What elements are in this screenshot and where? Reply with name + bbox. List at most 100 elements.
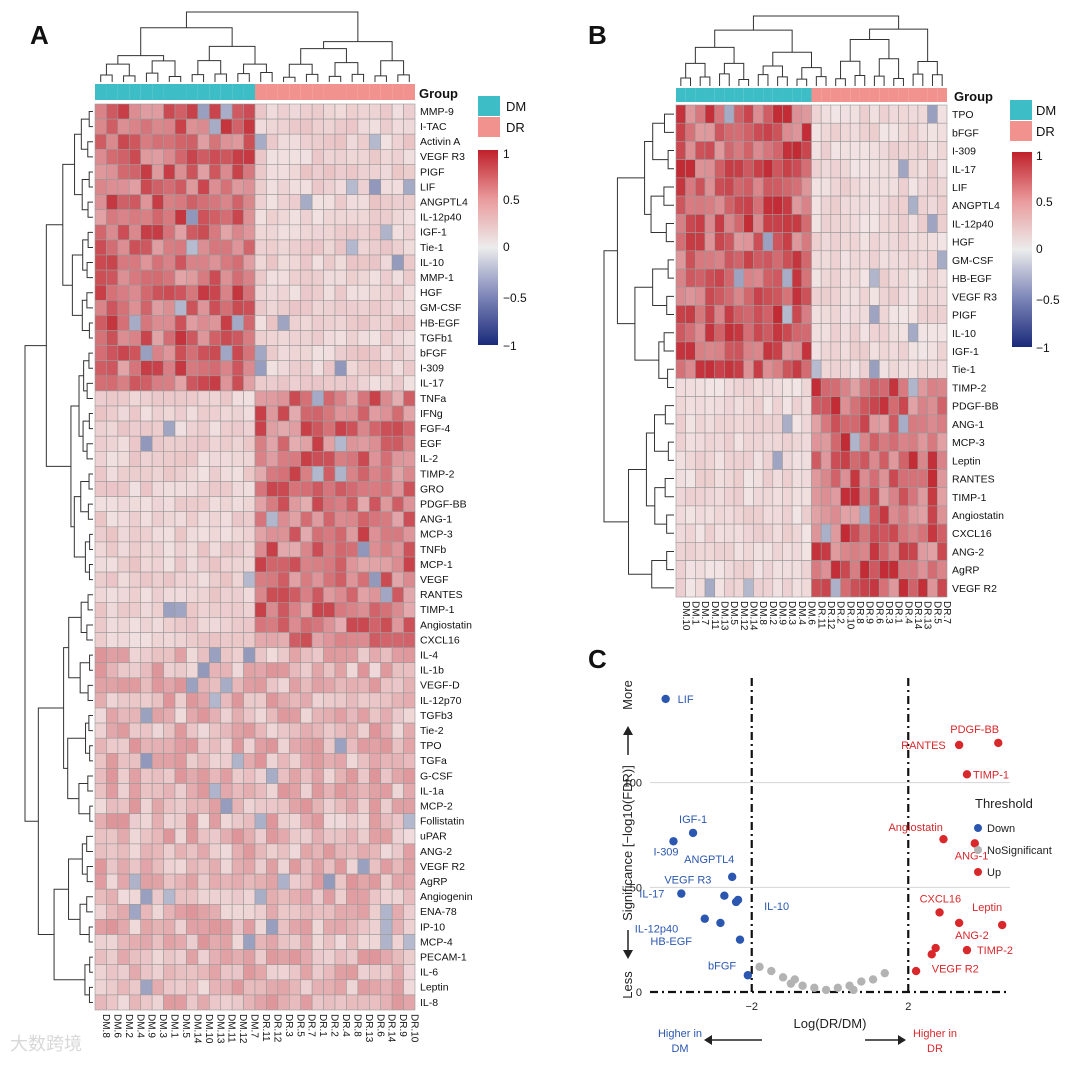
heatmap-cell [724, 177, 735, 197]
heatmap-cell [277, 677, 290, 694]
heatmap-cell [762, 560, 774, 580]
volcano-point [954, 918, 964, 928]
heatmap-cell [151, 541, 164, 558]
dendrogram-branch [70, 405, 80, 528]
heatmap-cell [346, 919, 359, 935]
heatmap-cell [311, 390, 324, 407]
heatmap-cell [820, 286, 832, 306]
heatmap-cell [391, 677, 404, 694]
heatmap-cell [186, 269, 199, 286]
heatmap-cell [346, 194, 359, 211]
heatmap-cell [197, 435, 210, 452]
heatmap-cell [94, 330, 107, 346]
heatmap-cell [704, 286, 716, 306]
heatmap-cell [346, 164, 359, 180]
heatmap-cell [140, 179, 153, 195]
row-label: Follistatin [420, 816, 465, 828]
heatmap-cell [368, 254, 382, 271]
heatmap-cell [888, 323, 899, 343]
heatmap-cell [254, 783, 267, 799]
heatmap-cell [163, 118, 176, 135]
row-label: IGF-1 [420, 227, 447, 239]
heatmap-cell [174, 224, 187, 241]
heatmap-cell [927, 141, 938, 160]
heatmap-cell [186, 571, 199, 588]
heatmap-cell [197, 994, 210, 1011]
heatmap-cell [151, 179, 164, 195]
heatmap-cell [898, 432, 909, 452]
heatmap-cell [878, 359, 890, 379]
heatmap-cell [888, 122, 899, 142]
group-bar-cell [312, 84, 324, 100]
dendrogram-branch [88, 564, 93, 581]
heatmap-cell [231, 798, 244, 814]
heatmap-cell [300, 888, 313, 905]
heatmap-cell [266, 934, 279, 950]
heatmap-cell [140, 481, 153, 497]
heatmap-cell [106, 299, 119, 316]
heatmap-cell [830, 104, 841, 124]
heatmap-cell [849, 305, 861, 324]
heatmap-cell [186, 873, 199, 890]
heatmap-cell [140, 435, 153, 452]
heatmap-cell [106, 284, 119, 301]
heatmap-cell [106, 707, 119, 724]
row-label: ANG-1 [420, 514, 452, 526]
heatmap-cell [174, 768, 187, 784]
heatmap-cell [937, 432, 948, 452]
heatmap-cell [323, 979, 336, 996]
heatmap-cell [151, 118, 164, 135]
heatmap-cell [128, 858, 142, 875]
heatmap-cell [277, 269, 290, 286]
dendrogram-branch [869, 28, 929, 62]
heatmap-cell [128, 360, 142, 377]
heatmap-cell [140, 647, 153, 663]
heatmap-cell [277, 919, 290, 935]
heatmap-cell [151, 149, 164, 165]
heatmap-cell [368, 617, 382, 633]
heatmap-cell [849, 341, 861, 361]
heatmap-cell [907, 141, 919, 160]
group-bar-cell [266, 84, 278, 100]
heatmap-cell [186, 617, 199, 633]
heatmap-cell [300, 979, 313, 996]
heatmap-cell [186, 858, 199, 875]
heatmap-cell [254, 541, 267, 558]
heatmap-cell [94, 949, 107, 965]
heatmap-cell [197, 149, 210, 165]
heatmap-cell [106, 511, 119, 528]
heatmap-cell [208, 149, 222, 165]
heatmap-cell [220, 511, 233, 528]
heatmap-cell [151, 677, 164, 694]
heatmap-cell [724, 268, 735, 288]
row-label: Angiostatin [952, 510, 1004, 522]
heatmap-cell [391, 601, 404, 618]
group-bar-cell [898, 88, 909, 102]
heatmap-cell [277, 481, 290, 497]
heatmap-cell [724, 578, 735, 598]
heatmap-cell [849, 177, 861, 197]
heatmap-cell [243, 284, 256, 301]
column-label: DR.12 [271, 1014, 282, 1043]
heatmap-cell [163, 919, 176, 935]
heatmap-cell [346, 466, 359, 482]
heatmap-cell [380, 284, 393, 301]
heatmap-cell [675, 141, 686, 160]
volcano-point [911, 966, 921, 976]
group-bar-cell [937, 88, 947, 102]
heatmap-cell [106, 179, 119, 195]
heatmap-cell [830, 141, 841, 160]
heatmap-cell [357, 843, 370, 860]
row-label: TNFa [420, 393, 446, 405]
heatmap-cell [117, 737, 130, 754]
heatmap-cell [254, 617, 267, 633]
heatmap-cell [753, 432, 764, 452]
y-axis-title: Significance [−log10(FDR)] [620, 765, 635, 921]
heatmap-cell [762, 578, 774, 598]
heatmap-cell [220, 435, 233, 452]
heatmap-cell [334, 632, 347, 648]
heatmap-cell [106, 979, 119, 996]
heatmap-cell [391, 450, 404, 467]
heatmap-cell [208, 949, 222, 965]
heatmap-cell [140, 269, 153, 286]
